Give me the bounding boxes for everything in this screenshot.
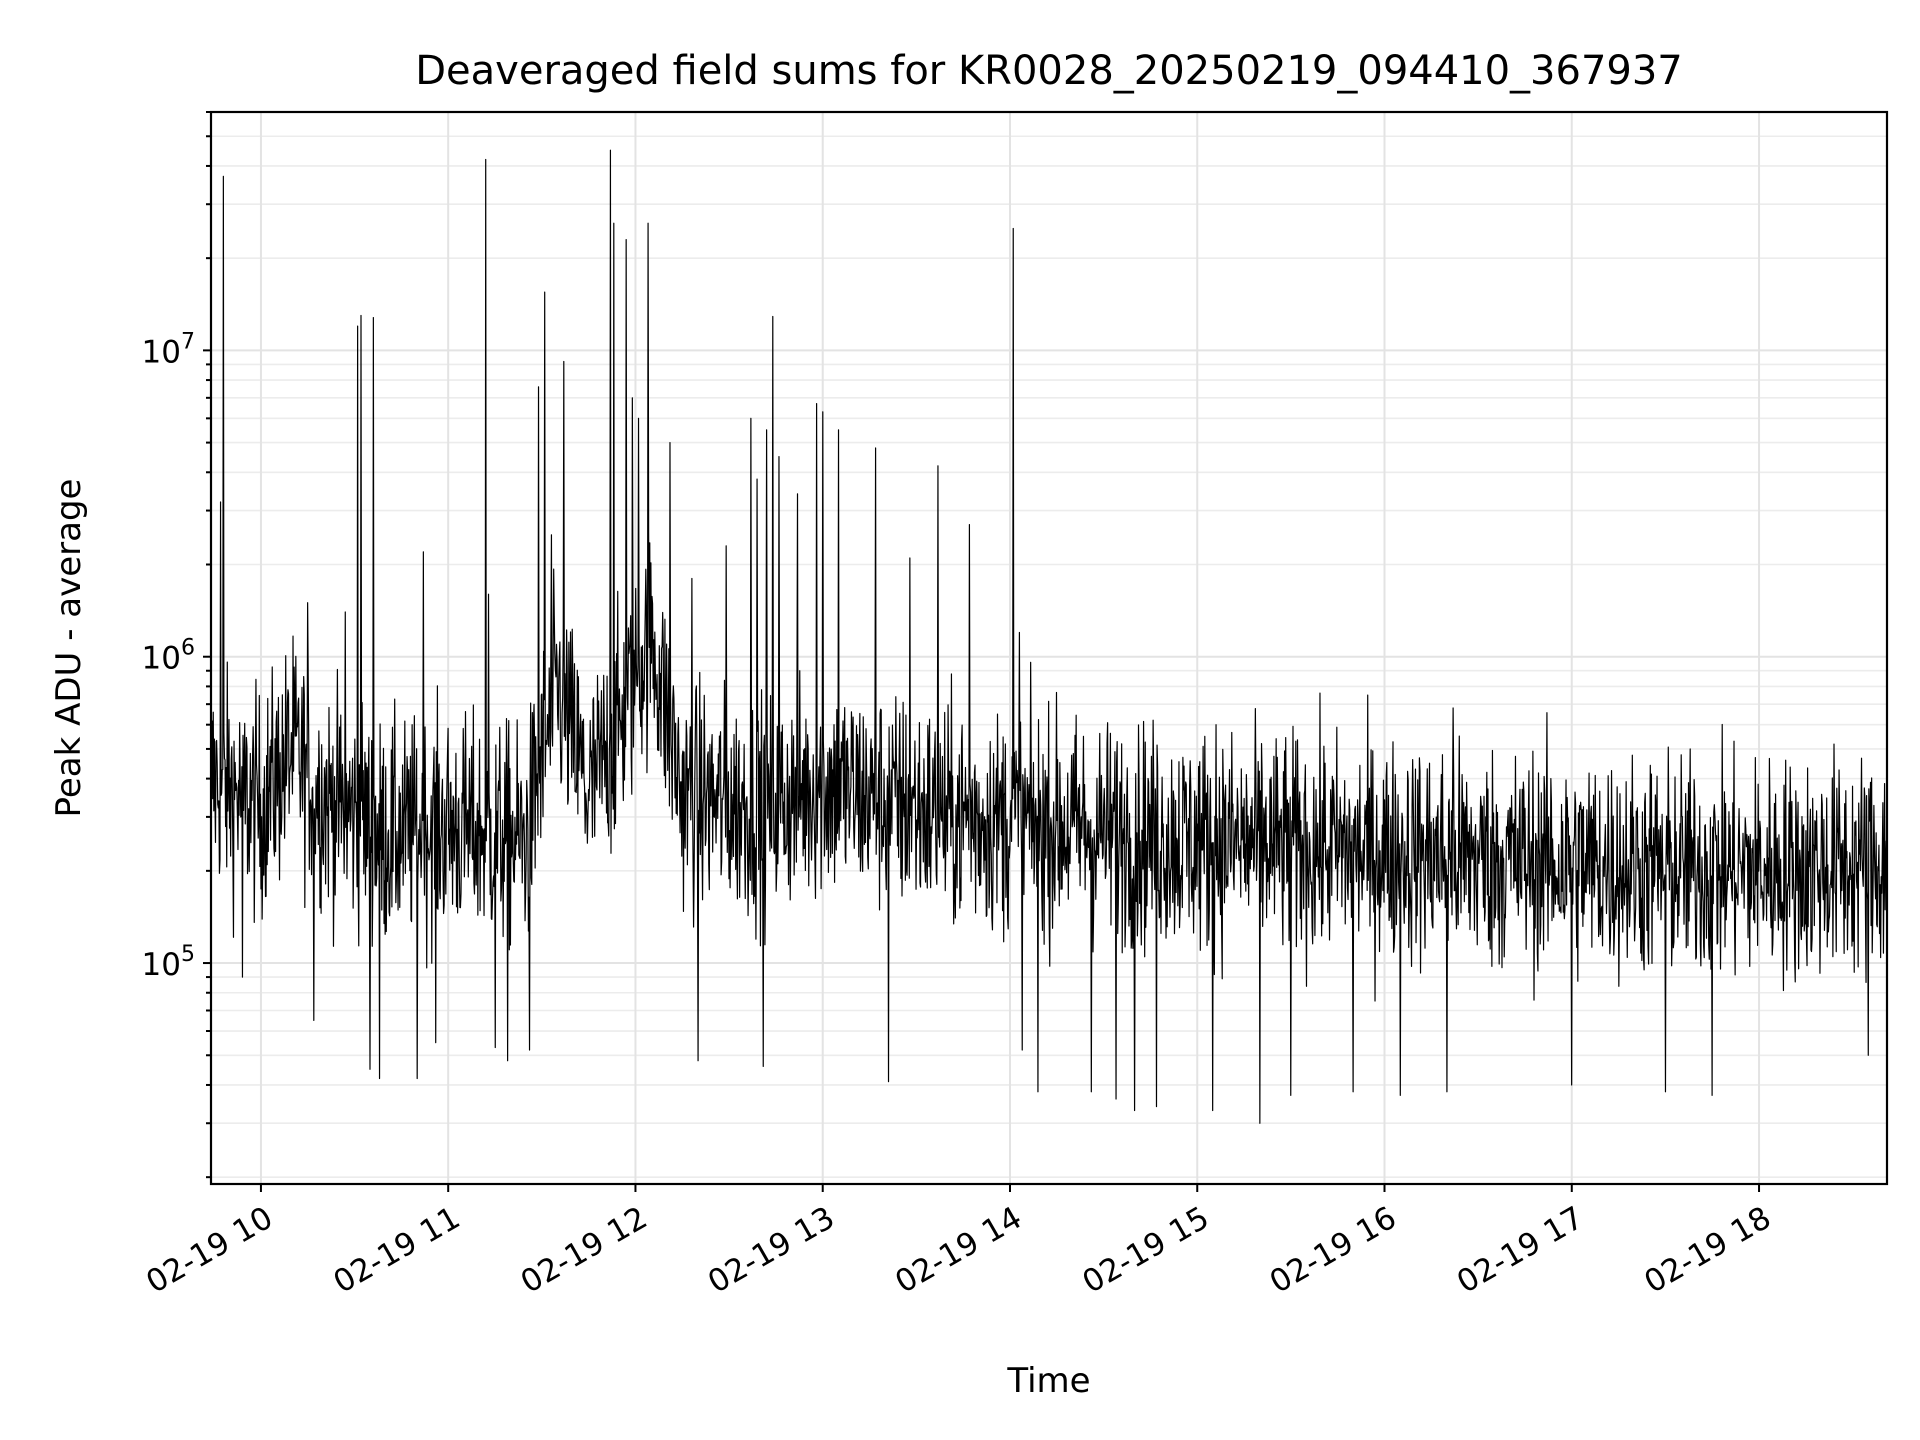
y-tick-label: 107 bbox=[142, 329, 195, 370]
chart-title: Deaveraged field sums for KR0028_2025021… bbox=[415, 48, 1683, 94]
y-tick-label: 105 bbox=[142, 942, 195, 983]
y-tick-label: 106 bbox=[142, 636, 195, 677]
series-line bbox=[210, 149, 1888, 1124]
y-axis-label: Peak ADU - average bbox=[49, 479, 89, 818]
series-layer bbox=[210, 149, 1888, 1124]
plot-frame bbox=[209, 110, 1889, 1186]
x-axis-label: Time bbox=[1006, 1361, 1090, 1401]
